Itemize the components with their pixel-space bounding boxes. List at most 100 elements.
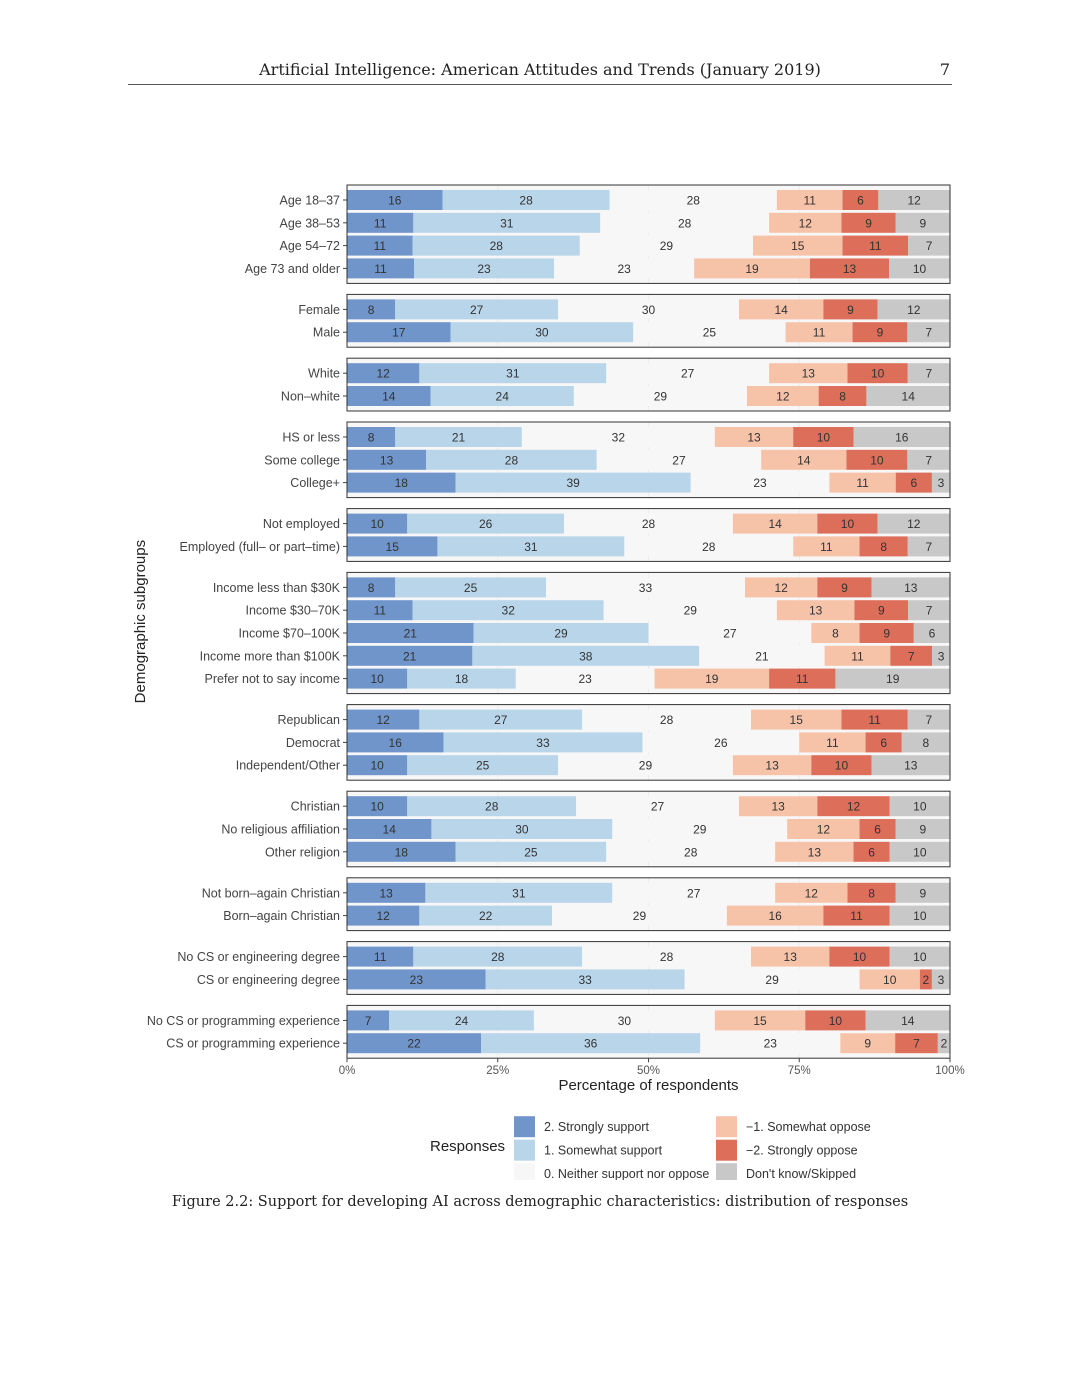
bar-segment [347,709,420,730]
bar-segment [347,645,473,666]
data-label: 29 [654,390,668,404]
data-label: 11 [374,239,387,253]
bar-segment [776,600,855,621]
data-label: 11 [868,713,881,727]
data-label: 13 [904,581,918,595]
data-label: 8 [923,736,930,750]
data-label: 28 [485,800,499,814]
data-label: 7 [925,326,932,340]
x-tick-label: 25% [486,1065,509,1077]
data-label: 28 [491,950,505,964]
bar-segment [931,472,950,493]
bar-segment [414,258,555,279]
bar-segment [347,841,456,862]
data-label: 13 [904,759,918,773]
data-label: 9 [865,216,872,230]
row-label: CS or engineering degree [197,973,340,987]
bar-segment [515,668,655,689]
data-label: 13 [808,845,822,859]
bar-segment [564,513,733,534]
data-label: 11 [374,262,387,276]
bar-segment [853,427,950,447]
bar-segment [846,449,908,470]
panel-border [346,293,951,348]
bar-segment [347,882,426,903]
data-label: 16 [895,431,909,445]
bar-segment [908,235,950,256]
bar-segment [889,905,950,926]
row-label: Non–white [281,390,340,404]
bar-segment [412,235,580,256]
bar-segment [347,449,427,470]
data-label: 31 [506,367,520,381]
data-label: 28 [490,239,504,253]
row-label: Age 18–37 [280,194,341,208]
bar-segment [776,190,843,210]
bar-segment [430,386,574,406]
bar-segment [817,577,872,598]
bar-segment [889,841,950,862]
bar-segment [347,212,414,233]
data-label: 12 [907,194,921,208]
bar-segment [835,668,950,689]
bar-segment [829,946,890,967]
bar-segment [823,905,890,926]
data-label: 29 [660,239,674,253]
data-label: 19 [745,262,759,276]
data-label: 29 [693,823,707,837]
data-label: 12 [907,517,921,531]
data-label: 10 [829,1014,843,1028]
legend-swatch [514,1163,535,1180]
bar-segment [603,600,777,621]
bar-segment [347,1033,481,1054]
data-label: 10 [870,453,884,467]
bar-segment [596,449,762,470]
data-label: 39 [566,476,580,490]
data-label: 9 [864,1037,871,1051]
data-label: 10 [841,517,855,531]
data-label: 36 [584,1037,598,1051]
x-axis-title: Percentage of respondents [558,1077,738,1094]
row-label: Democrat [286,736,341,750]
bar-segment [347,600,413,621]
data-label: 30 [618,1014,632,1028]
bar-segment [751,709,842,730]
data-label: 27 [672,453,686,467]
data-label: 7 [926,604,933,618]
bar-segment [866,386,950,406]
data-label: 8 [839,390,846,404]
y-axis-title: Demographic subgroups [132,540,149,703]
bar-segment [533,1010,715,1031]
bar-segment [347,258,414,279]
bar-segment [606,841,776,862]
bar-segment [901,732,950,753]
data-label: 11 [820,540,833,554]
bar-segment [852,322,908,343]
row-label: White [308,367,340,381]
bar-segment [612,882,776,903]
bar-segment [752,235,843,256]
row-label: Income less than $30K [213,581,341,595]
data-label: 28 [684,845,698,859]
bar-segment [419,905,553,926]
row-label: Income more than $100K [200,649,341,663]
data-label: 10 [913,909,927,923]
data-label: 3 [938,973,945,987]
data-label: 16 [389,736,403,750]
x-tick-label: 75% [788,1065,811,1077]
data-label: 30 [515,823,529,837]
bar-segment [877,299,950,320]
data-label: 25 [476,759,490,773]
data-label: 3 [938,649,945,663]
bar-segment [442,190,610,210]
row-label: Male [313,326,340,340]
data-label: 24 [496,390,510,404]
data-label: 15 [791,239,805,253]
data-label: 8 [368,431,375,445]
bar-segment [907,709,950,730]
data-label: 28 [687,194,701,208]
bar-segment [413,212,601,233]
data-label: 28 [702,540,716,554]
data-label: 10 [370,800,384,814]
bar-segment [787,819,860,839]
